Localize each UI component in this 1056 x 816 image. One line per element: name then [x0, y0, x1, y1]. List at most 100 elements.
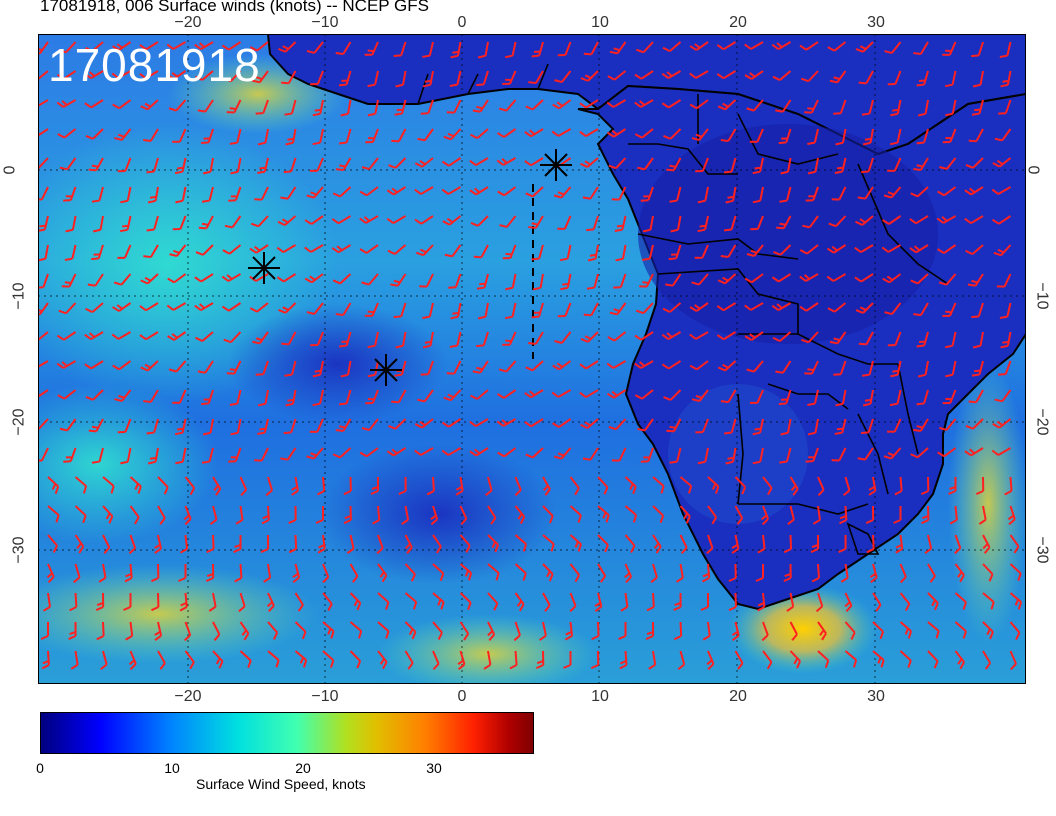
wind-barb: [129, 505, 140, 525]
wind-barb: [304, 273, 324, 284]
wind-barbs: [38, 41, 1023, 671]
wind-barb: [441, 157, 462, 167]
wind-barb: [168, 99, 187, 112]
wind-barb: [280, 447, 297, 461]
wind-barb: [999, 302, 1012, 320]
wind-barb: [800, 70, 819, 83]
wind-barb: [278, 41, 297, 53]
wind-barb: [700, 592, 710, 611]
wind-barb: [637, 157, 654, 171]
wind-barb: [939, 418, 957, 431]
wind-barb: [497, 447, 517, 458]
wind-speed-field: [38, 384, 218, 544]
wind-barb: [829, 70, 847, 84]
wind-barb: [944, 331, 957, 349]
wind-barb: [331, 244, 352, 254]
wind-barb: [916, 389, 929, 406]
wind-barb: [862, 128, 874, 146]
wind-barb: [85, 302, 104, 313]
wind-barb: [590, 650, 600, 670]
wind-barb: [280, 186, 297, 200]
wind-barb: [827, 41, 847, 52]
wind-barb: [234, 563, 243, 583]
wind-barb: [401, 505, 410, 525]
wind-barb: [372, 505, 381, 525]
wind-barb: [426, 476, 435, 496]
wind-barb: [1000, 70, 1012, 88]
wind-barb: [128, 650, 137, 671]
wind-barb: [476, 70, 489, 87]
wind-barb: [349, 650, 362, 669]
wind-barb: [195, 244, 214, 256]
wind-barb: [386, 447, 407, 457]
wind-barb: [615, 244, 627, 262]
wind-barb: [364, 302, 379, 317]
wind-barb: [377, 592, 390, 610]
wind-barb: [697, 447, 709, 465]
wind-barb: [477, 302, 489, 320]
wind-barb: [394, 99, 407, 116]
wind-barb: [178, 563, 187, 582]
wind-barb: [154, 621, 163, 641]
wind-barb: [564, 621, 574, 641]
wind-barb: [661, 99, 682, 109]
wind-barb: [459, 621, 470, 641]
wind-barb: [359, 244, 379, 254]
wind-barb: [827, 302, 847, 313]
wind-barb: [750, 215, 764, 231]
wind-barb: [780, 418, 792, 436]
wind-barb: [778, 389, 792, 406]
wind-barb: [294, 621, 307, 640]
wind-barb: [844, 621, 856, 640]
wind-barb: [779, 447, 792, 464]
wind-barb: [38, 418, 49, 431]
wind-barb: [38, 157, 49, 170]
wind-barb: [422, 41, 434, 58]
wind-barb: [697, 215, 709, 233]
wind-barb: [583, 41, 599, 56]
wind-barb: [284, 99, 297, 116]
wind-barb: [942, 302, 957, 317]
wind-barb: [982, 592, 995, 610]
wind-barb: [771, 41, 792, 51]
wind-barb: [376, 534, 384, 555]
wind-barb: [942, 41, 957, 56]
wind-barb: [895, 534, 904, 554]
wind-barb: [335, 418, 352, 433]
wind-barb: [945, 99, 957, 117]
wind-barb: [607, 70, 627, 81]
wind-barb: [542, 592, 551, 612]
wind-barb: [229, 128, 242, 145]
wind-barb: [129, 476, 142, 494]
wind-barb: [695, 157, 709, 173]
wind-barb: [457, 650, 466, 671]
wind-barb: [553, 447, 572, 460]
wind-barb: [646, 592, 655, 612]
wind-barb: [890, 360, 902, 378]
wind-barb: [757, 592, 766, 612]
wind-barb: [197, 99, 214, 113]
wind-barb: [734, 476, 747, 495]
wind-barb: [524, 389, 544, 399]
wind-barb: [652, 534, 662, 554]
wind-barb: [504, 302, 517, 320]
wind-barb: [98, 563, 107, 583]
wind-barb: [899, 650, 912, 668]
wind-barb: [117, 157, 132, 173]
wind-barb: [728, 592, 737, 612]
wind-barb: [441, 418, 462, 428]
wind-barb: [68, 621, 77, 640]
wind-barb: [450, 302, 462, 320]
wind-barb: [361, 273, 379, 286]
wind-barb: [579, 128, 599, 138]
wind-barb: [230, 418, 242, 436]
land-interior-shading: [638, 124, 938, 344]
wind-barb: [419, 273, 434, 288]
wind-barb: [74, 534, 85, 554]
wind-barb: [939, 157, 957, 170]
wind-barb: [799, 244, 819, 255]
wind-barb: [613, 273, 627, 289]
wind-barb: [579, 99, 599, 109]
wind-barb: [857, 186, 874, 200]
wind-barb: [899, 563, 907, 584]
